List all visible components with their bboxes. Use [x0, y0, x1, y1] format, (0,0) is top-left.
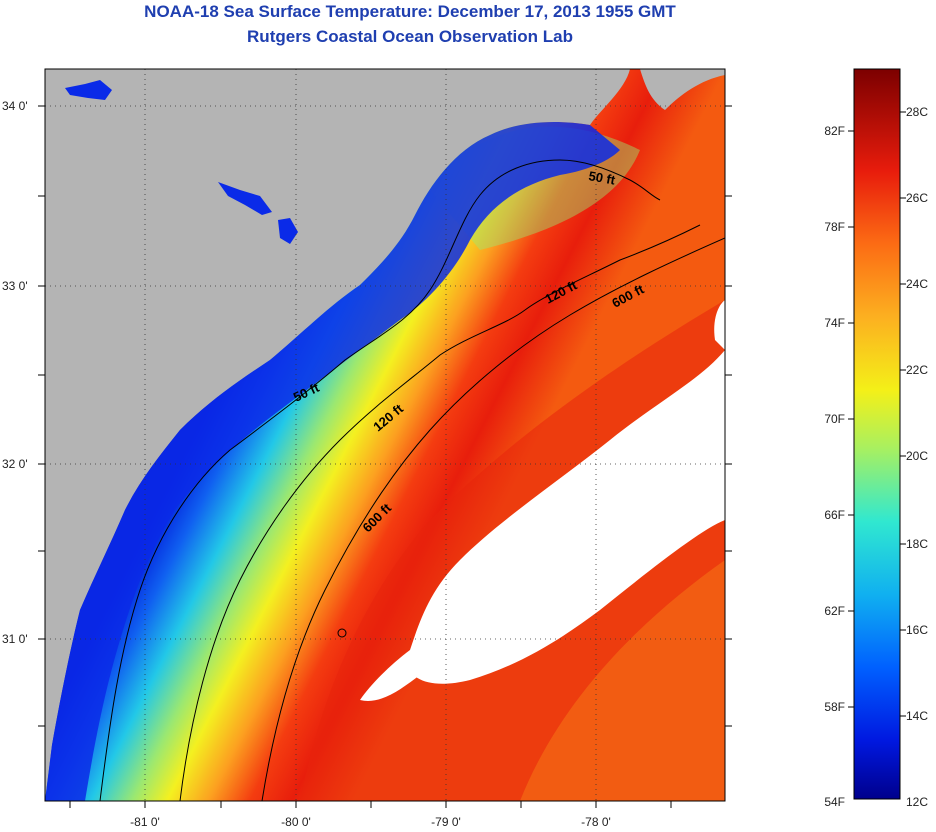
lat-tick-label: 31 0' [2, 632, 28, 646]
map-frame [44, 68, 726, 802]
lon-tick-label: -78 0' [581, 815, 611, 829]
lon-tick-label: -81 0' [130, 815, 160, 829]
lon-tick-label: -79 0' [431, 815, 461, 829]
colorbar-f-label: 54F [824, 795, 845, 809]
map-subtitle: Rutgers Coastal Ocean Observation Lab [247, 27, 573, 46]
contour-label: 50 ft [587, 168, 617, 188]
colorbar-scale [853, 68, 901, 800]
colorbar-c-label: 20C [906, 449, 928, 463]
colorbar: 82F 78F 74F 70F 66F 62F 58F 54F 28C 26C … [824, 68, 928, 809]
land [45, 69, 630, 801]
contour-seamount [337, 628, 347, 638]
colorbar-f-label: 74F [824, 316, 845, 330]
colorbar-c-label: 18C [906, 537, 928, 551]
colorbar-f-label: 70F [824, 412, 845, 426]
colorbar-c-label: 24C [906, 277, 928, 291]
graticule [45, 69, 725, 801]
colorbar-f-label: 58F [824, 700, 845, 714]
inland-lake [65, 80, 112, 100]
contour-600ft [261, 237, 725, 801]
contour-120ft [179, 224, 701, 801]
colorbar-c-label: 14C [906, 709, 928, 723]
colorbar-f-label: 66F [824, 508, 845, 522]
tick-marks [38, 105, 732, 808]
inland-lake [218, 182, 272, 215]
cloud-mask [408, 350, 725, 684]
colorbar-c-label: 28C [906, 105, 928, 119]
coastal-cold-water [45, 122, 620, 801]
colorbar-c-label: 26C [906, 191, 928, 205]
colorbar-f-label: 82F [824, 124, 845, 138]
lat-tick-label: 33 0' [2, 279, 28, 293]
inland-lake [278, 218, 298, 244]
cloud-mask [360, 650, 420, 701]
land-north [640, 69, 725, 110]
lat-tick-label: 34 0' [2, 99, 28, 113]
colorbar-c-label: 12C [906, 795, 928, 809]
map-title: NOAA-18 Sea Surface Temperature: Decembe… [144, 2, 676, 21]
cloud-mask [714, 300, 725, 350]
colorbar-f-label: 78F [824, 220, 845, 234]
lat-tick-label: 32 0' [2, 457, 28, 471]
colorbar-c-label: 16C [906, 623, 928, 637]
contour-50ft [99, 159, 661, 801]
lon-tick-label: -80 0' [281, 815, 311, 829]
offshore-warm-water [520, 560, 725, 801]
colorbar-f-label: 62F [824, 604, 845, 618]
colorbar-c-label: 22C [906, 363, 928, 377]
